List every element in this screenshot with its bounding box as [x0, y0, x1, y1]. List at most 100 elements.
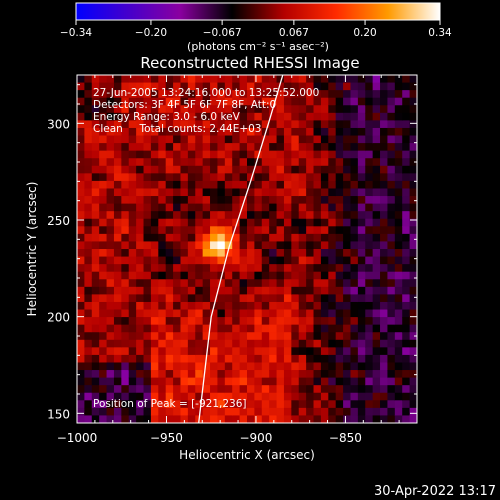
heatmap-cell: [136, 173, 145, 182]
heatmap-cell: [394, 301, 403, 311]
heatmap-cell: [283, 203, 292, 212]
heatmap-cell: [269, 271, 278, 280]
heatmap-cell: [106, 286, 115, 295]
heatmap-cell: [298, 173, 307, 182]
heatmap-cell: [91, 332, 100, 341]
heatmap-cell: [247, 377, 255, 386]
heatmap-cell: [357, 135, 366, 144]
heatmap-cell: [402, 279, 411, 288]
chart-title: Reconstructed RHESSI Image: [140, 54, 359, 72]
heatmap-cell: [247, 188, 255, 197]
heatmap-cell: [365, 362, 374, 371]
heatmap-cell: [239, 301, 248, 311]
heatmap-cell: [217, 120, 226, 129]
heatmap-cell: [394, 392, 403, 401]
heatmap-cell: [313, 226, 322, 235]
heatmap-cell: [313, 82, 322, 91]
heatmap-cell: [158, 127, 167, 137]
heatmap-cell: [121, 158, 130, 167]
heatmap-cell: [335, 241, 344, 250]
heatmap-cell: [335, 271, 344, 280]
heatmap-cell: [121, 347, 130, 356]
heatmap-cell: [320, 279, 329, 288]
heatmap-cell: [394, 286, 403, 295]
heatmap-cell: [150, 127, 159, 137]
heatmap-cell: [165, 180, 174, 190]
heatmap-cell: [291, 143, 300, 152]
colorbar-strip: [75, 2, 441, 21]
heatmap-cell: [180, 294, 189, 303]
heatmap-cell: [247, 264, 255, 273]
heatmap-cell: [343, 218, 352, 227]
heatmap-cell: [99, 173, 108, 182]
heatmap-cell: [247, 301, 255, 311]
heatmap-cell: [143, 249, 152, 258]
heatmap-cell: [313, 377, 322, 386]
heatmap-cell: [136, 158, 145, 167]
heatmap-cell: [298, 354, 307, 364]
heatmap-cell: [113, 400, 122, 409]
heatmap-cell: [150, 347, 159, 356]
heatmap-cell: [202, 173, 211, 182]
heatmap-cell: [269, 279, 278, 288]
heatmap-cell: [187, 150, 196, 159]
heatmap-cell: [84, 271, 93, 280]
heatmap-cell: [276, 347, 285, 356]
heatmap-cell: [328, 249, 337, 258]
heatmap-cell: [269, 385, 278, 394]
heatmap-cell: [409, 135, 417, 144]
heatmap-cell: [350, 407, 359, 417]
heatmap-cell: [269, 294, 278, 303]
heatmap-cell: [180, 127, 189, 137]
heatmap-cell: [402, 211, 411, 220]
heatmap-cell: [291, 226, 300, 235]
heatmap-cell: [180, 249, 189, 258]
heatmap-cell: [320, 347, 329, 356]
heatmap-cell: [106, 279, 115, 288]
heatmap-cell: [254, 241, 263, 250]
heatmap-cell: [276, 211, 285, 220]
heatmap-cell: [335, 256, 344, 265]
heatmap-cell: [298, 301, 307, 311]
heatmap-cell: [276, 294, 285, 303]
heatmap-cell: [158, 226, 167, 235]
heatmap-cell: [343, 97, 352, 106]
heatmap-cell: [84, 249, 93, 258]
heatmap-cell: [158, 196, 167, 205]
heatmap-cell: [261, 75, 270, 84]
heatmap-cell: [202, 370, 211, 379]
heatmap-cell: [291, 127, 300, 137]
heatmap-cell: [350, 309, 359, 318]
heatmap-cell: [372, 354, 381, 364]
heatmap-cell: [261, 256, 270, 265]
heatmap-cell: [202, 332, 211, 341]
heatmap-cell: [409, 143, 417, 152]
heatmap-cell: [365, 158, 374, 167]
heatmap-cell: [217, 354, 226, 364]
heatmap-cell: [77, 241, 85, 250]
heatmap-cell: [247, 370, 255, 379]
heatmap-cell: [136, 347, 145, 356]
heatmap-cell: [402, 112, 411, 121]
heatmap-cell: [283, 294, 292, 303]
heatmap-cell: [306, 97, 315, 106]
heatmap-cell: [187, 233, 196, 243]
heatmap-cell: [320, 203, 329, 212]
heatmap-cell: [143, 75, 152, 84]
heatmap-cell: [136, 105, 145, 114]
heatmap-cell: [99, 127, 108, 137]
heatmap-cell: [409, 233, 417, 243]
heatmap-cell: [84, 241, 93, 250]
heatmap-cell: [254, 203, 263, 212]
heatmap-cell: [106, 218, 115, 227]
heatmap-cell: [113, 339, 122, 348]
heatmap-cell: [202, 317, 211, 326]
heatmap-cell: [320, 249, 329, 258]
heatmap-cell: [365, 347, 374, 356]
heatmap-cell: [357, 301, 366, 311]
heatmap-cell: [320, 377, 329, 386]
heatmap-cell: [113, 249, 122, 258]
heatmap-cell: [77, 249, 85, 258]
heatmap-cell: [298, 127, 307, 137]
